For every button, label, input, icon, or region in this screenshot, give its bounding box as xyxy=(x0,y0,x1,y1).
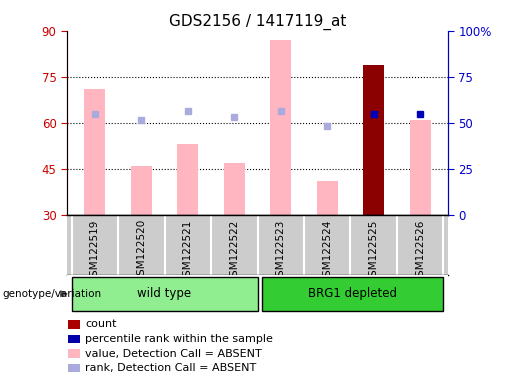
Bar xyxy=(270,40,291,215)
Bar xyxy=(224,163,245,215)
Text: GDS2156 / 1417119_at: GDS2156 / 1417119_at xyxy=(169,13,346,30)
Text: BRG1 depleted: BRG1 depleted xyxy=(308,287,397,300)
Text: GSM122519: GSM122519 xyxy=(90,219,100,283)
FancyBboxPatch shape xyxy=(262,277,443,311)
Bar xyxy=(177,144,198,215)
Text: count: count xyxy=(85,319,116,329)
FancyBboxPatch shape xyxy=(72,277,258,311)
Bar xyxy=(84,89,105,215)
Text: GSM122524: GSM122524 xyxy=(322,219,332,283)
Text: GSM122525: GSM122525 xyxy=(369,219,379,283)
Text: GSM122523: GSM122523 xyxy=(276,219,286,283)
Text: genotype/variation: genotype/variation xyxy=(3,289,101,299)
Text: value, Detection Call = ABSENT: value, Detection Call = ABSENT xyxy=(85,349,262,359)
Bar xyxy=(410,120,431,215)
Text: GSM122520: GSM122520 xyxy=(136,219,146,283)
Bar xyxy=(131,166,152,215)
Text: percentile rank within the sample: percentile rank within the sample xyxy=(85,334,273,344)
Text: GSM122522: GSM122522 xyxy=(229,219,239,283)
Text: GSM122521: GSM122521 xyxy=(183,219,193,283)
Text: rank, Detection Call = ABSENT: rank, Detection Call = ABSENT xyxy=(85,363,256,373)
Bar xyxy=(317,181,338,215)
Text: wild type: wild type xyxy=(138,287,192,300)
Text: GSM122526: GSM122526 xyxy=(415,219,425,283)
Bar xyxy=(363,65,384,215)
